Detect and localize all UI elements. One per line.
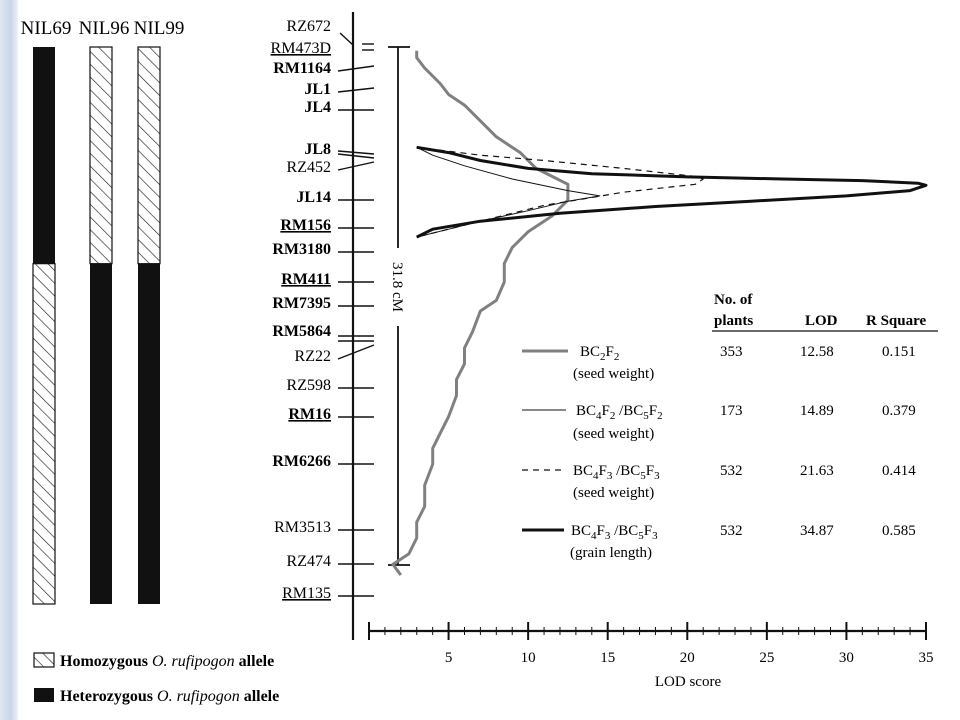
row4-trait: (grain length)	[570, 545, 652, 561]
nil96-label: NIL96	[79, 18, 130, 39]
marker-label-rm135: RM135	[282, 585, 331, 602]
marker-label-rm7395: RM7395	[272, 295, 331, 312]
row3-plants: 532	[720, 463, 743, 479]
nil99-homozygous-segment	[137, 46, 161, 265]
marker-tick-jl1	[337, 87, 375, 93]
row2-lod: 14.89	[800, 403, 834, 419]
axis-tick-label-5: 5	[445, 650, 453, 666]
curve-bc2f2-seed-weight	[391, 50, 570, 576]
results-table: No. of plants LOD R Square BC2F2 (seed w…	[522, 292, 938, 561]
row1-trait: (seed weight)	[573, 366, 654, 382]
marker-label-jl1: JL1	[304, 81, 331, 98]
lod-axis-label: LOD score	[655, 674, 722, 690]
marker-label-rm3180: RM3180	[272, 241, 331, 258]
marker-label-rm156: RM156	[280, 217, 331, 234]
nil-bars	[32, 46, 161, 605]
row2-trait: (seed weight)	[573, 426, 654, 442]
marker-label-rz474: RZ474	[287, 553, 331, 570]
marker-tick-rz22	[337, 344, 375, 360]
row4-lod: 34.87	[800, 523, 834, 539]
marker-tick-jl8	[337, 153, 375, 159]
row4-line-name: BC4F3 /BC5F3	[571, 523, 658, 542]
row1-line-name: BC2F2	[580, 344, 619, 363]
marker-label-rz452: RZ452	[287, 159, 331, 176]
curve-bc4f2-seed-weight	[416, 146, 601, 238]
col-header-plants-1: No. of	[714, 292, 753, 308]
marker-label-rz598: RZ598	[287, 377, 331, 394]
interval-bracket: 31.8 cM	[388, 46, 410, 566]
row1-lod: 12.58	[800, 344, 834, 360]
nil99-heterozygous-segment	[138, 263, 160, 604]
axis-tick-label-20: 20	[680, 650, 695, 666]
marker-label-jl4: JL4	[304, 99, 331, 116]
marker-label-jl14: JL14	[296, 189, 331, 206]
marker-label-rz22: RZ22	[295, 348, 331, 365]
axis-tick-label-15: 15	[600, 650, 615, 666]
nil69-heterozygous-segment	[33, 47, 55, 264]
nil69-homozygous-segment	[32, 263, 56, 605]
col-header-plants-2: plants	[714, 313, 753, 329]
axis-tick-label-35: 35	[919, 650, 934, 666]
homozygous-swatch	[33, 652, 55, 668]
heterozygous-legend-text: Heterozygous O. rufipogon allele	[60, 688, 279, 705]
nil96-homozygous-segment	[89, 46, 113, 265]
marker-label-jl8: JL8	[304, 141, 331, 158]
marker-tick-rm1164	[337, 65, 375, 72]
curve-bc4f3-grain-length	[416, 145, 928, 239]
nil-headers: NIL69 NIL96 NIL99	[21, 18, 185, 39]
nil69-label: NIL69	[21, 18, 72, 39]
lod-axis: 5 10 15 20 25 30 35	[368, 622, 934, 666]
slide-edge-decoration	[0, 0, 18, 720]
marker-label-rm6266: RM6266	[272, 453, 331, 470]
row2-line-name: BC4F2 /BC5F2	[576, 403, 663, 422]
col-header-lod: LOD	[805, 313, 838, 329]
interval-label: 31.8 cM	[389, 262, 405, 312]
marker-label-rm16: RM16	[288, 406, 331, 423]
marker-label-rm3513: RM3513	[274, 519, 331, 536]
homozygous-legend-text: Homozygous O. rufipogon allele	[60, 653, 274, 670]
marker-tick-jl8	[337, 150, 375, 155]
lod-curves	[391, 50, 928, 576]
marker-tick-rz672	[339, 32, 354, 46]
marker-tick-rz452	[337, 161, 375, 171]
allele-legend: Homozygous O. rufipogon allele Heterozyg…	[33, 652, 279, 705]
row3-rsq: 0.414	[882, 463, 916, 479]
marker-label-rm411: RM411	[281, 271, 331, 288]
row3-trait: (seed weight)	[573, 485, 654, 501]
row4-plants: 532	[720, 523, 743, 539]
row4-rsq: 0.585	[882, 523, 916, 539]
nil99-label: NIL99	[134, 18, 185, 39]
row2-rsq: 0.379	[882, 403, 916, 419]
row1-plants: 353	[720, 344, 743, 360]
axis-tick-label-10: 10	[521, 650, 536, 666]
row3-lod: 21.63	[800, 463, 834, 479]
row1-rsq: 0.151	[882, 344, 916, 360]
col-header-rsquare: R Square	[866, 313, 926, 329]
heterozygous-swatch	[34, 688, 54, 702]
axis-tick-label-25: 25	[759, 650, 774, 666]
curve-bc4f3-seed-weight	[416, 146, 704, 238]
axis-tick-label-30: 30	[839, 650, 854, 666]
marker-label-rm1164: RM1164	[273, 60, 331, 77]
marker-label-rm5864: RM5864	[272, 323, 331, 340]
marker-label-rz672: RZ672	[287, 18, 331, 35]
marker-label-rm473d: RM473D	[271, 40, 331, 57]
row2-plants: 173	[720, 403, 743, 419]
nil96-heterozygous-segment	[90, 263, 112, 604]
row3-line-name: BC4F3 /BC5F3	[573, 463, 660, 482]
